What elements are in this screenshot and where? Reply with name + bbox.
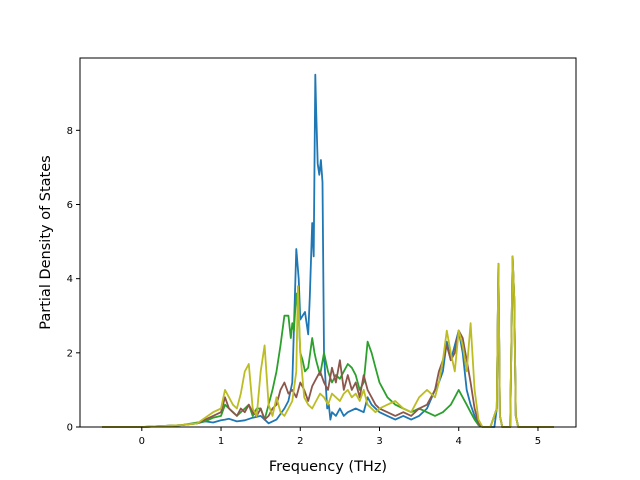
y-tick-label: 2 — [67, 348, 73, 359]
x-tick-label: 3 — [376, 436, 382, 447]
x-tick-label: 0 — [139, 436, 145, 447]
y-axis-ticks: 0 2 4 6 8 — [67, 126, 80, 434]
series-line-4 — [102, 255, 554, 428]
x-tick-label: 2 — [297, 436, 303, 447]
y-tick-label: 0 — [67, 423, 73, 434]
y-tick-label: 8 — [67, 126, 73, 137]
series-line-2 — [102, 259, 554, 428]
series-layer — [102, 73, 554, 428]
y-tick-label: 6 — [67, 200, 73, 211]
x-axis-label: Frequency (THz) — [269, 459, 387, 475]
series-line-1 — [102, 73, 554, 428]
x-tick-label: 4 — [456, 436, 462, 447]
x-tick-label: 5 — [535, 436, 541, 447]
y-axis-label: Partial Density of States — [38, 155, 54, 329]
x-tick-label: 1 — [218, 436, 224, 447]
plot-frame — [79, 57, 577, 428]
y-tick-label: 4 — [67, 274, 73, 285]
series-line-3 — [102, 255, 554, 428]
x-axis-ticks: 0 1 2 3 4 5 — [139, 427, 541, 447]
